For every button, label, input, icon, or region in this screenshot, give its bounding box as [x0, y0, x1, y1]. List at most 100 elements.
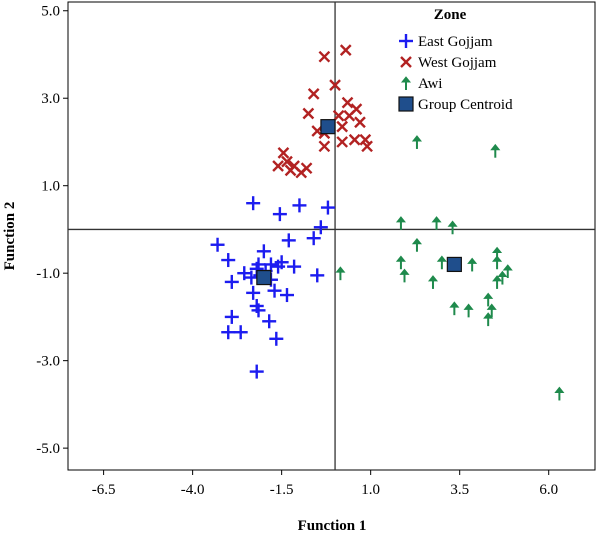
legend-west-gojjam-label: West Gojjam: [418, 55, 497, 71]
east-gojjam-point: [287, 259, 302, 274]
awi-point: [502, 264, 513, 278]
east-gojjam-point: [244, 270, 259, 285]
west-gojjam-point: [318, 50, 331, 63]
legend-title: Zone: [434, 7, 467, 23]
east-gojjam-point: [233, 325, 248, 340]
x-tick-label: -1.5: [270, 482, 294, 498]
east-gojjam-point: [249, 364, 264, 379]
east-gojjam-point: [271, 259, 286, 274]
east-gojjam-centroid-marker: [256, 269, 272, 286]
east-gojjam-point: [272, 207, 287, 222]
x-axis-title: Function 1: [298, 518, 367, 533]
x-tick-label: -6.5: [92, 482, 116, 498]
west-gojjam-point: [336, 136, 349, 148]
west-gojjam-centroid-marker: [320, 119, 336, 135]
y-tick-label: -1.0: [36, 266, 60, 282]
awi-centroid-marker: [446, 256, 462, 273]
west-gojjam-point: [339, 44, 352, 56]
awi-point: [395, 255, 406, 270]
x-tick-label: -4.0: [181, 482, 205, 498]
west-gojjam-point: [336, 120, 349, 133]
east-gojjam-point: [269, 331, 284, 346]
axis-ticks: -6.5 -4.0 -1.5 1.0 3.5 6.0 5.0 3.0 1.0 -1.0 -3.0 -5…: [36, 4, 558, 498]
awi-point: [427, 275, 439, 289]
east-gojjam-point: [246, 196, 261, 211]
east-gojjam-point: [292, 198, 307, 213]
awi-point: [411, 237, 422, 252]
awi-point: [483, 312, 494, 327]
legend-west-gojjam-icon: [400, 56, 412, 68]
awi-point: [395, 216, 406, 230]
plot-frame: [67, 1, 596, 471]
y-tick-label: -5.0: [36, 441, 60, 457]
awi-point: [497, 270, 508, 285]
east-gojjam-point: [279, 288, 294, 303]
east-gojjam-point: [237, 266, 252, 281]
awi-point: [449, 301, 460, 316]
west-gojjam-point: [354, 116, 366, 129]
awi-point: [486, 303, 497, 318]
y-tick-label: -3.0: [36, 354, 60, 370]
awi-point: [463, 303, 474, 318]
awi-point: [492, 275, 503, 289]
west-gojjam-point: [284, 164, 297, 177]
awi-point: [483, 292, 494, 307]
west-gojjam-point: [281, 155, 293, 168]
west-gojjam-point: [329, 79, 341, 91]
y-tick-label: 5.0: [41, 4, 60, 20]
plot-area: [67, 1, 596, 471]
legend-group-centroid-label: Group Centroid: [418, 97, 513, 113]
east-gojjam-point: [251, 303, 266, 318]
east-gojjam-point: [256, 244, 271, 259]
awi-point: [554, 386, 565, 401]
awi-point: [335, 266, 346, 281]
east-gojjam-point: [246, 285, 261, 300]
awi-point: [411, 135, 422, 149]
east-gojjam-point: [281, 233, 296, 248]
west-gojjam-point: [307, 88, 320, 100]
awi-point: [490, 143, 501, 158]
data-points: [210, 44, 565, 401]
east-gojjam-point: [221, 325, 236, 340]
west-gojjam-point: [277, 147, 290, 159]
east-gojjam-point: [224, 274, 239, 289]
legend-awi-icon: [400, 76, 412, 90]
west-gojjam-point: [272, 160, 284, 172]
y-tick-label: 1.0: [41, 179, 60, 195]
east-gojjam-point: [210, 237, 225, 252]
legend-east-gojjam-label: East Gojjam: [418, 34, 493, 50]
west-gojjam-point: [361, 140, 373, 153]
west-gojjam-point: [343, 109, 356, 122]
east-gojjam-point: [310, 268, 325, 283]
awi-point: [467, 257, 478, 272]
west-gojjam-point: [318, 140, 331, 153]
x-tick-label: 6.0: [539, 482, 558, 498]
west-gojjam-point: [341, 96, 354, 109]
legend-awi-label: Awi: [418, 76, 442, 92]
x-tick-label: 1.0: [361, 482, 380, 498]
west-gojjam-point: [302, 107, 315, 120]
awi-point: [492, 255, 503, 270]
east-gojjam-point: [224, 309, 239, 324]
legend: Zone East Gojjam West Gojjam Awi Group Cent…: [398, 7, 513, 113]
y-axis-title: Function 2: [2, 202, 18, 271]
awi-point: [399, 268, 410, 283]
west-gojjam-point: [332, 109, 345, 122]
west-gojjam-point: [300, 162, 313, 175]
east-gojjam-point: [306, 231, 321, 246]
east-gojjam-point: [221, 253, 236, 268]
west-gojjam-point: [348, 133, 361, 146]
east-gojjam-point: [262, 314, 277, 329]
y-tick-label: 3.0: [41, 91, 60, 107]
east-gojjam-point: [313, 220, 328, 235]
awi-point: [436, 255, 447, 270]
legend-east-gojjam-icon: [399, 34, 413, 48]
awi-point: [431, 216, 442, 230]
east-gojjam-point: [320, 200, 335, 215]
group-centroids: [256, 119, 462, 286]
legend-group-centroid-icon: [398, 96, 414, 112]
awi-point: [447, 220, 458, 235]
x-tick-label: 3.5: [450, 482, 469, 498]
east-gojjam-point: [267, 283, 282, 298]
